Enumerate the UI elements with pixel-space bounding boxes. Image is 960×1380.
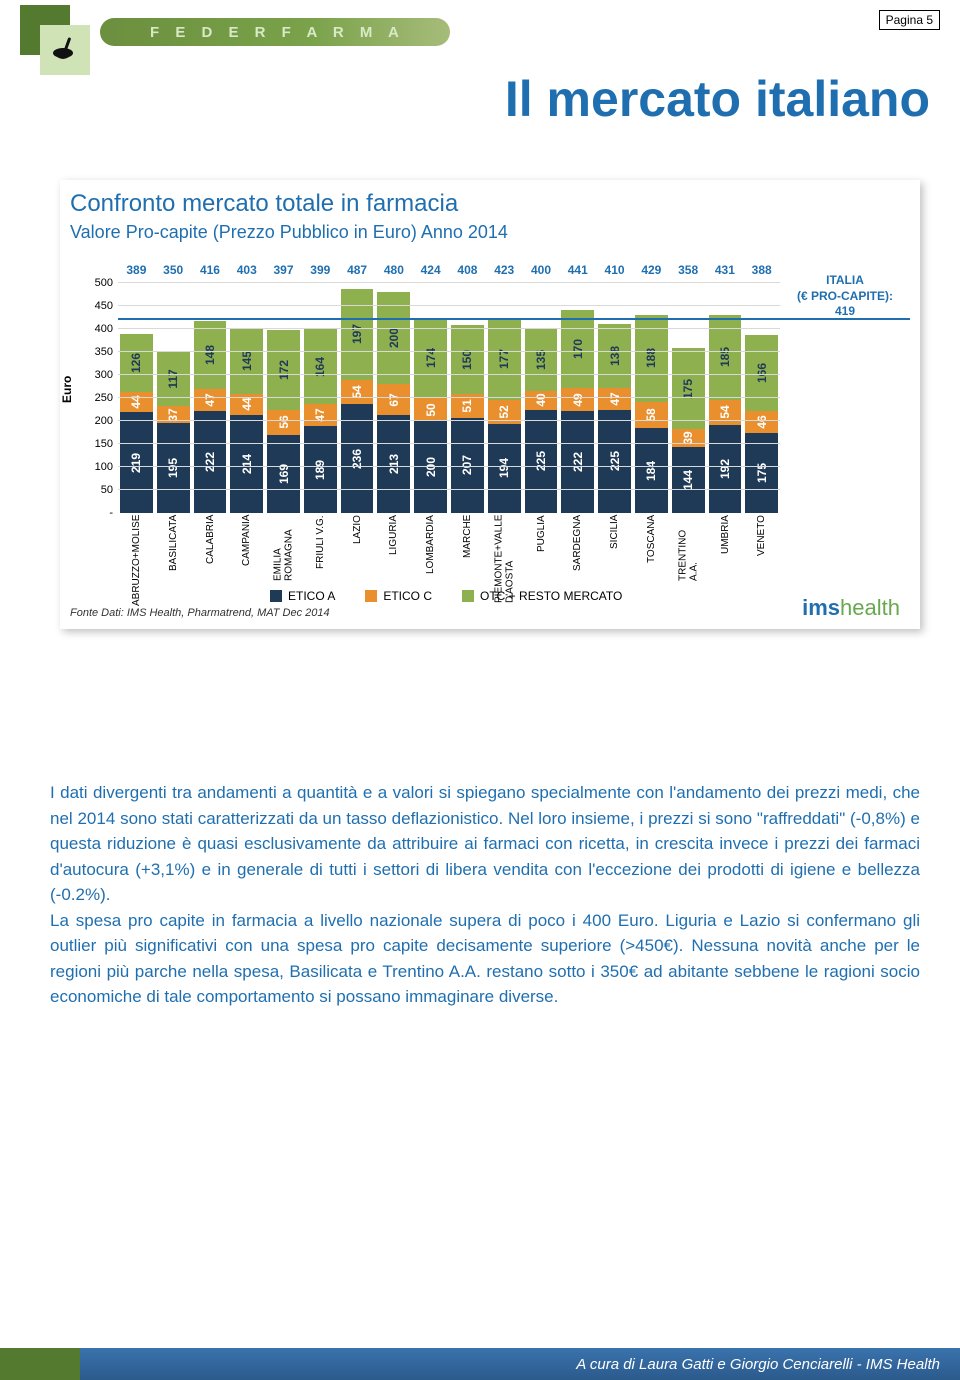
legend-item: ETICO A: [270, 589, 335, 603]
page-title: Il mercato italiano: [505, 70, 930, 128]
logo: [0, 0, 90, 80]
italia-value: 419: [785, 304, 905, 320]
italia-label-line2: (€ PRO-CAPITE):: [785, 289, 905, 305]
y-axis-ticks: -50100150200250300350400450500: [85, 283, 115, 513]
legend-item: ETICO C: [365, 589, 432, 603]
plot-area: 1264421911737195148472221454421417256169…: [118, 283, 780, 513]
chart-title: Confronto mercato totale in farmacia: [70, 190, 910, 218]
mortar-pestle-icon: [48, 35, 78, 65]
bar-totals-row: 3893504164033973994874804244084234004414…: [118, 263, 780, 277]
chart-card: Confronto mercato totale in farmacia Val…: [60, 180, 920, 629]
footer-credit: A cura di Laura Gatti e Giorgio Cenciare…: [80, 1348, 960, 1380]
brand-bar: F E D E R F A R M A: [100, 18, 450, 46]
italia-reference-label: ITALIA (€ PRO-CAPITE): 419: [785, 273, 905, 320]
header: F E D E R F A R M A Pagina 5: [0, 0, 960, 60]
body-paragraph: I dati divergenti tra andamenti a quanti…: [50, 780, 920, 1010]
footer: A cura di Laura Gatti e Giorgio Cenciare…: [0, 1348, 960, 1380]
legend-item: OTC + RESTO MERCATO: [462, 589, 622, 603]
chart-area: Euro -50100150200250300350400450500 3893…: [70, 253, 910, 583]
x-axis-labels: ABRUZZO+MOLISEBASILICATACALABRIACAMPANIA…: [118, 515, 780, 583]
chart-subtitle: Valore Pro-capite (Prezzo Pubblico in Eu…: [70, 222, 910, 243]
italia-label-line1: ITALIA: [785, 273, 905, 289]
page-number-badge: Pagina 5: [879, 10, 940, 30]
ims-health-logo: imshealth: [802, 595, 900, 621]
y-axis-label: Euro: [60, 376, 74, 403]
chart-source: Fonte Dati: IMS Health, Pharmatrend, MAT…: [70, 607, 910, 619]
